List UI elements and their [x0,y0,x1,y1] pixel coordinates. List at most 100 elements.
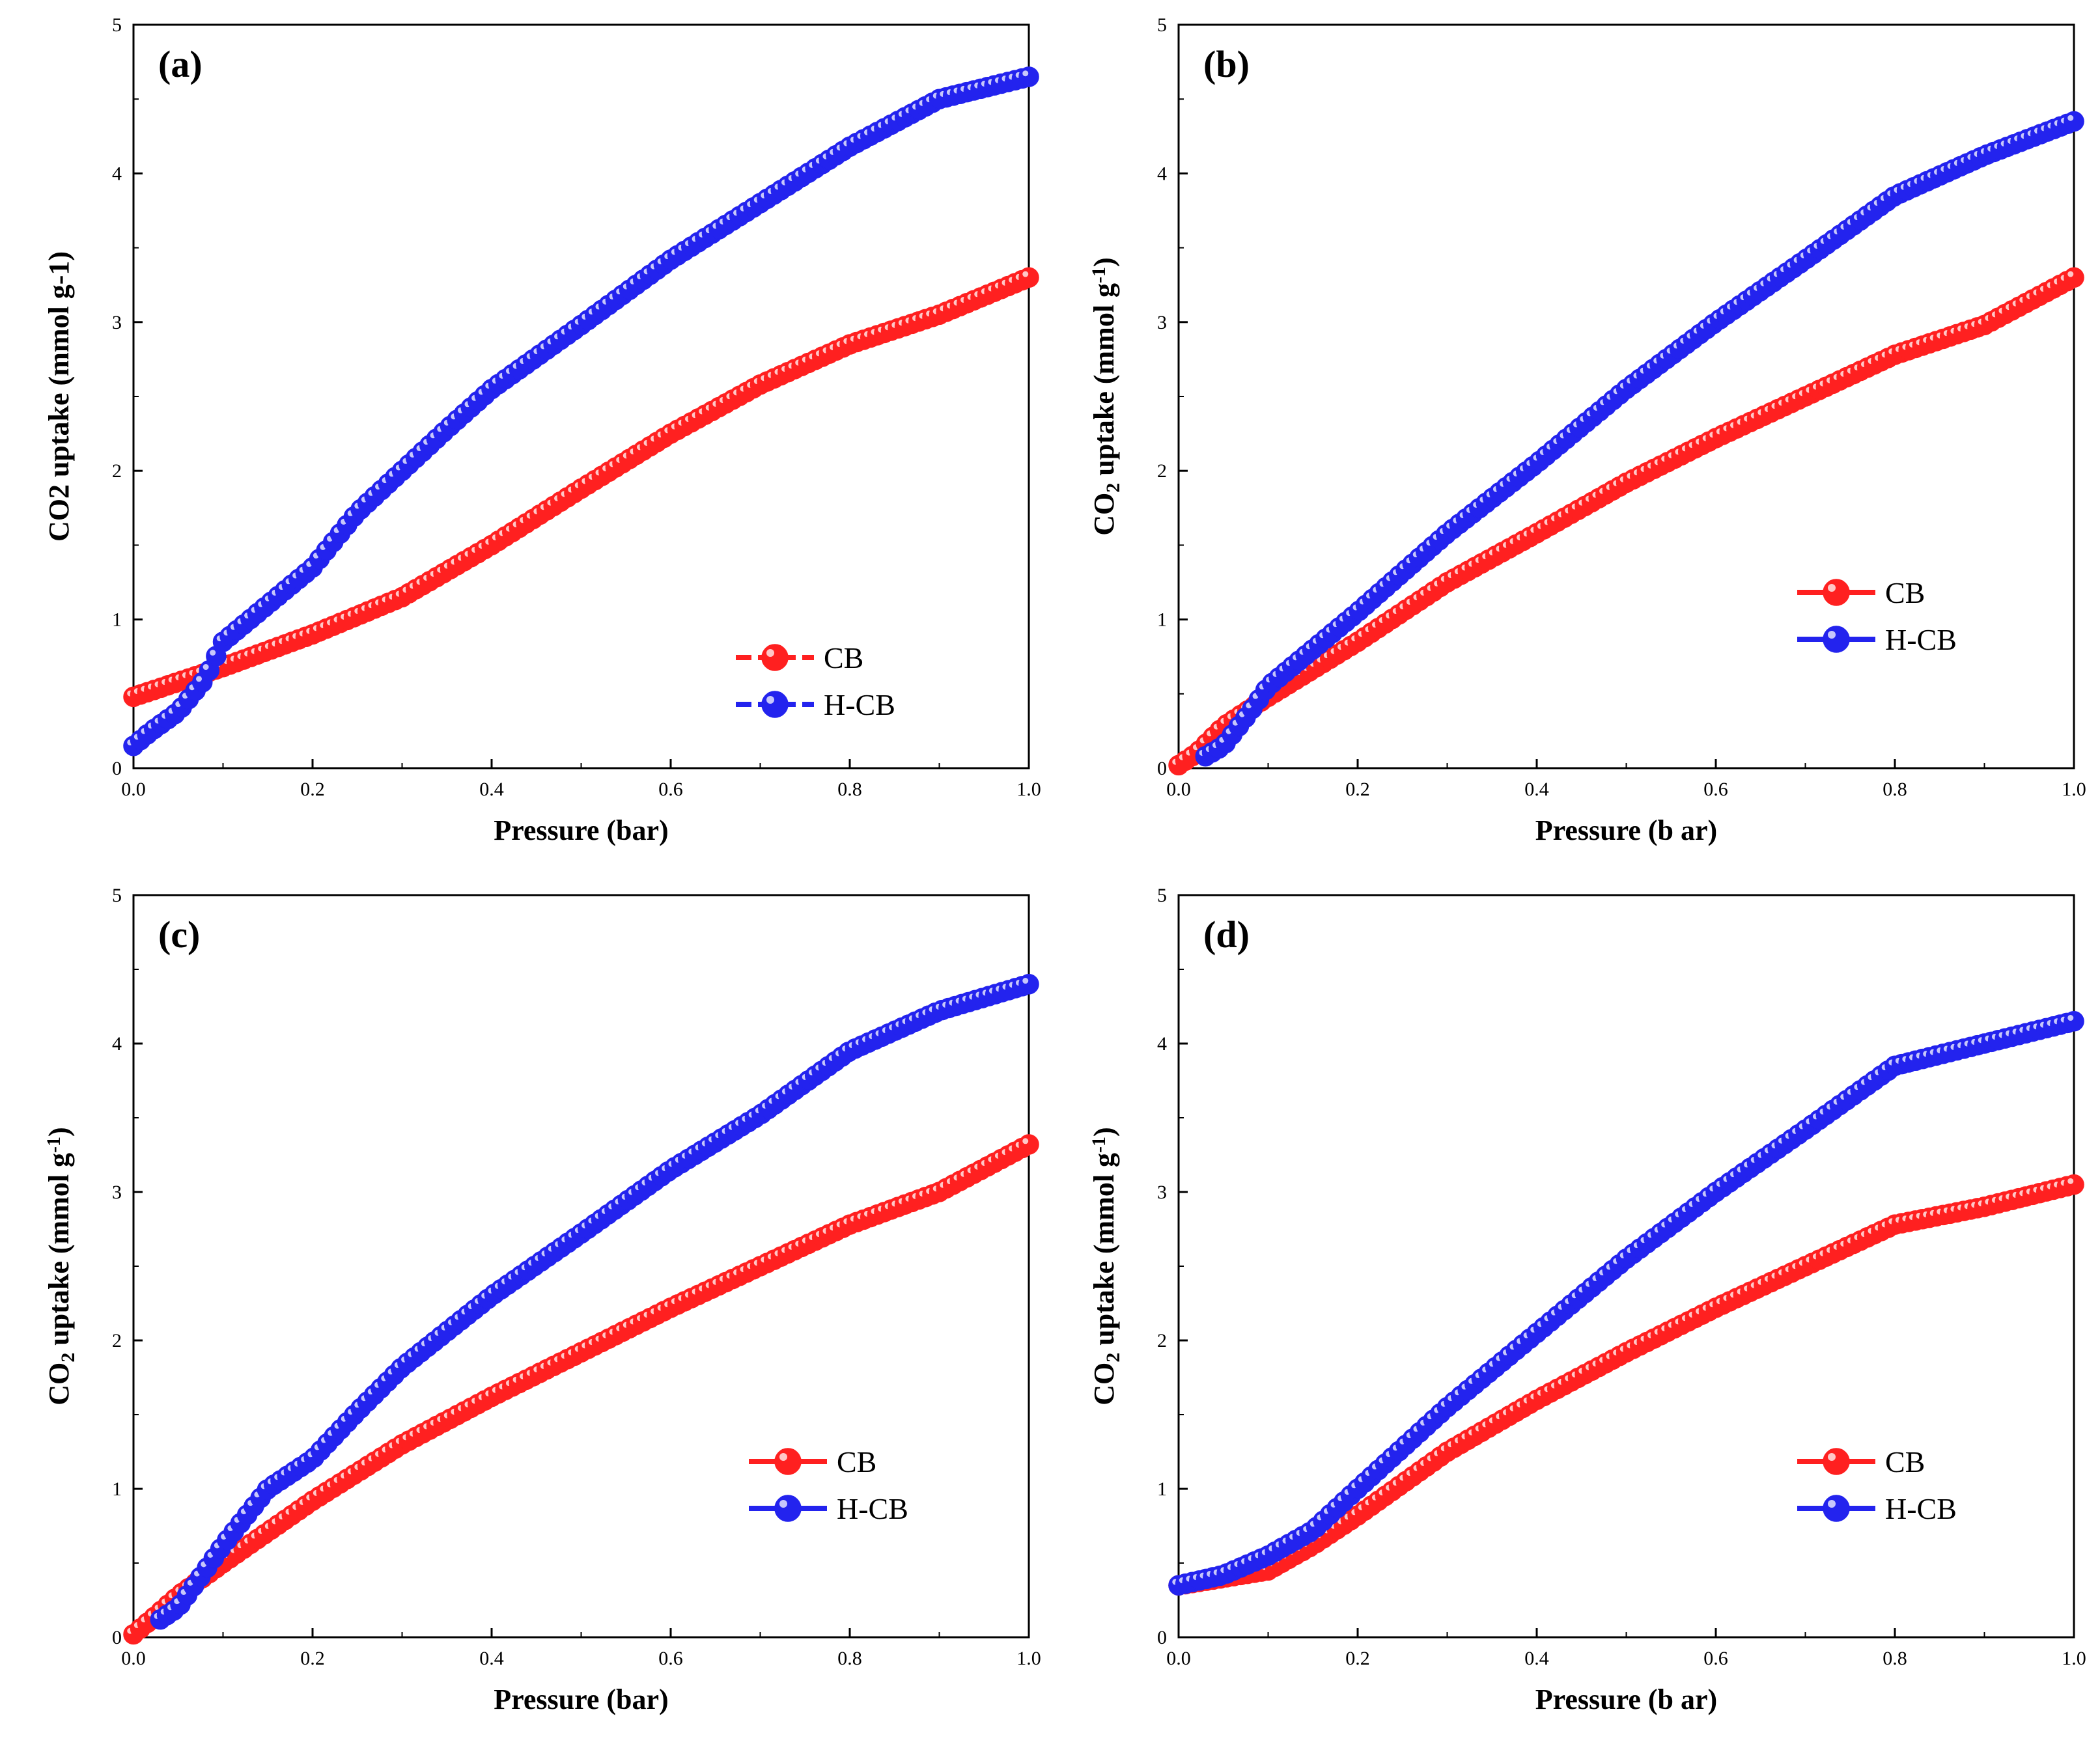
panel-a: 0.0 0.2 0.4 0.6 0.8 1.0 0 1 2 3 4 5 Pressure (bar) CO… [43,14,1041,846]
x-tick-label: 0.2 [1345,779,1370,800]
y-tick-label: 1 [1157,609,1167,631]
y-tick-label: 4 [112,163,122,184]
legend: CB H-CB [1797,576,1957,656]
x-tick-label: 0.6 [658,779,683,800]
x-tick-label: 0.2 [300,779,325,800]
data-point [2064,267,2084,288]
series-h-cb [1195,111,2084,767]
x-tick-label: 0.8 [837,1648,862,1669]
series-cb [123,267,1039,708]
legend-marker-highlight [779,1500,787,1508]
legend-marker [761,691,789,718]
legend-label: CB [824,641,863,674]
x-tick-label: 1.0 [1016,779,1041,800]
x-tick-label: 0.6 [1703,779,1728,800]
legend: CB H-CB [1797,1445,1957,1525]
series-h-cb [123,66,1039,756]
x-tick-label: 0.4 [479,1648,504,1669]
series-cb [1168,267,2084,776]
legend-label: CB [1885,1445,1925,1478]
x-tick-label: 1.0 [2062,779,2086,800]
legend-label: H-CB [837,1492,908,1525]
x-tick-label: 0.2 [1345,1648,1370,1669]
y-tick-label: 4 [112,1033,122,1055]
y-axis-label: CO2 uptake (mmol g-1) [43,251,75,542]
y-tick-label: 3 [112,312,122,333]
x-tick-label: 0.8 [1883,1648,1907,1669]
x-tick-label: 0.6 [658,1648,683,1669]
legend-marker [774,1448,802,1475]
legend-marker-highlight [1828,584,1836,592]
data-point [2064,1174,2084,1195]
y-tick-label: 5 [112,885,122,906]
x-tick-label: 0.0 [121,1648,146,1669]
y-axis-label: CO2 uptake (mmol g-1) [1088,257,1125,535]
series-h-cb [150,974,1039,1630]
series-h-cb [1168,1011,2084,1596]
x-tick-label: 0.8 [1883,779,1907,800]
legend: CB H-CB [749,1445,908,1525]
data-point [1018,66,1039,87]
panel-label: (a) [158,43,203,85]
data-point-highlight [210,650,216,656]
x-axis-label: Pressure (bar) [494,1683,668,1715]
y-tick-label: 2 [112,1330,122,1351]
y-axis-label: CO2 uptake (mmol g-1) [43,1127,79,1405]
legend-label: CB [837,1445,876,1478]
x-tick-label: 0.0 [1166,1648,1191,1669]
x-tick-label: 0.6 [1703,1648,1728,1669]
data-point-highlight [203,664,209,671]
legend-marker [761,644,789,671]
y-tick-label: 3 [1157,1182,1167,1203]
y-tick-label: 4 [1157,1033,1167,1055]
y-tick-label: 3 [112,1182,122,1203]
x-tick-label: 0.0 [1166,779,1191,800]
y-tick-label: 0 [112,758,122,779]
panel-d: 0.0 0.2 0.4 0.6 0.8 1.0 0 1 2 3 4 5 Pressure (b ar) C… [1088,885,2086,1715]
data-point-highlight [1022,70,1029,77]
panel-label: (b) [1203,43,1250,85]
y-tick-label: 1 [112,1478,122,1500]
data-point-highlight [2067,1178,2074,1184]
y-tick-label: 3 [1157,312,1167,333]
legend-marker-highlight [766,696,774,704]
legend-marker-highlight [779,1453,787,1461]
legend: CB H-CB [736,641,895,721]
legend-marker-highlight [766,649,774,657]
y-tick-label: 0 [1157,758,1167,779]
y-axis-label: CO2 uptake (mmol g-1) [1088,1127,1125,1405]
x-tick-label: 0.4 [479,779,504,800]
legend-marker-highlight [1828,1453,1836,1461]
series-cb [123,1134,1039,1645]
y-tick-label: 2 [1157,460,1167,482]
data-point-highlight [2067,271,2074,277]
data-point-highlight [1022,1138,1029,1144]
panel-label: (c) [158,913,200,956]
legend-label: H-CB [824,688,895,721]
legend-label: CB [1885,576,1925,609]
y-tick-label: 5 [1157,14,1167,36]
legend-label: H-CB [1885,1492,1957,1525]
y-tick-label: 1 [112,609,122,631]
legend-marker [1823,1448,1850,1475]
y-tick-label: 4 [1157,163,1167,184]
x-tick-label: 0.8 [837,779,862,800]
data-point-highlight [1022,978,1029,984]
data-point-highlight [2067,1015,2074,1021]
legend-marker [1823,579,1850,606]
x-tick-label: 1.0 [2062,1648,2086,1669]
legend-marker-highlight [1828,631,1836,639]
x-tick-label: 0.4 [1524,779,1549,800]
data-point [2064,1011,2084,1032]
x-tick-label: 0.0 [121,779,146,800]
y-tick-label: 2 [1157,1330,1167,1351]
data-point [2064,111,2084,132]
y-tick-label: 0 [112,1627,122,1648]
legend-label: H-CB [1885,623,1957,656]
data-point [1018,1134,1039,1155]
legend-marker [1823,1495,1850,1522]
legend-marker [1823,626,1850,653]
legend-marker [774,1495,802,1522]
data-point [1018,974,1039,995]
x-axis-label: Pressure (b ar) [1535,1683,1717,1715]
